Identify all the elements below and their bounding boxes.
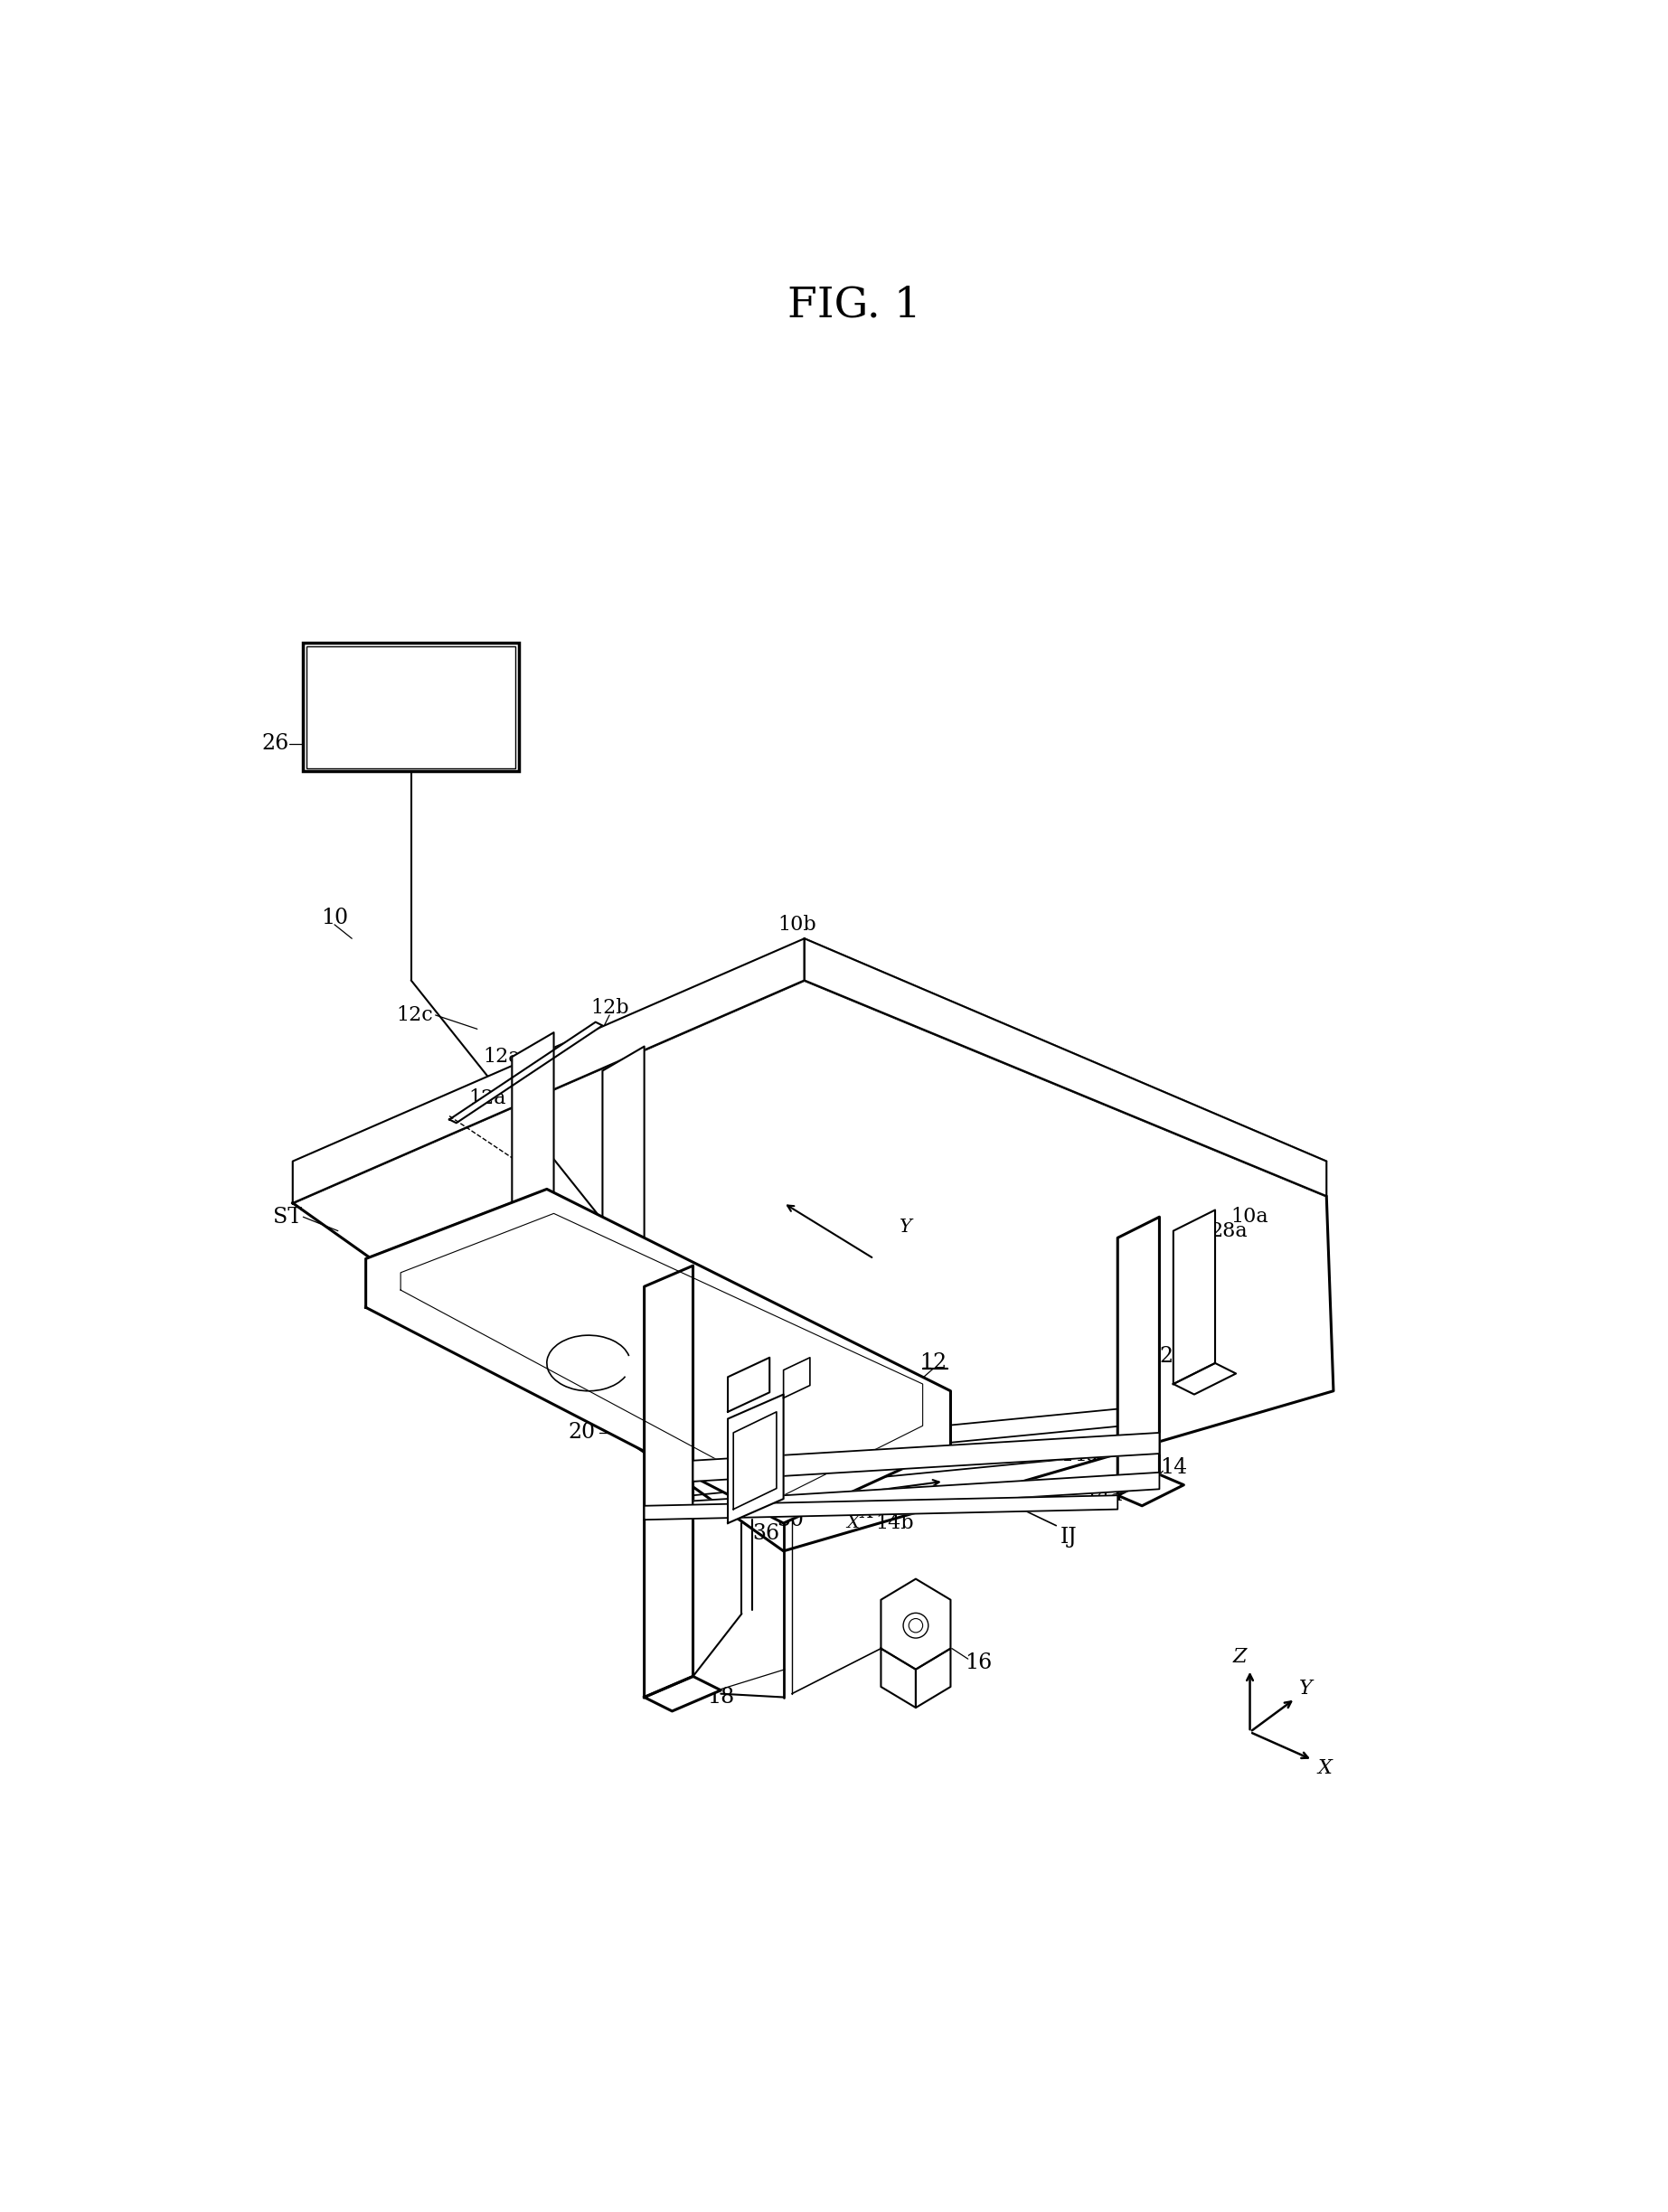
Text: 24: 24: [567, 1345, 595, 1367]
Text: X: X: [847, 1515, 859, 1531]
Circle shape: [904, 1613, 929, 1639]
Text: 10a: 10a: [1231, 1208, 1269, 1228]
Text: FIG. 1: FIG. 1: [787, 285, 921, 325]
Text: 16: 16: [964, 1652, 992, 1672]
Text: 20: 20: [569, 1422, 595, 1442]
Polygon shape: [400, 1214, 922, 1495]
Polygon shape: [1173, 1210, 1214, 1385]
Text: 12: 12: [919, 1354, 947, 1374]
Text: ST: ST: [274, 1206, 302, 1228]
Polygon shape: [804, 938, 1326, 1197]
Text: 28b: 28b: [1159, 1345, 1201, 1367]
Text: 14a: 14a: [1061, 1444, 1098, 1464]
Text: Z: Z: [801, 1418, 812, 1433]
Text: 28a: 28a: [1211, 1221, 1248, 1241]
Polygon shape: [512, 1033, 554, 1265]
Text: 12a: 12a: [469, 1088, 507, 1108]
Text: Y: Y: [899, 1219, 911, 1237]
Text: 32: 32: [812, 1374, 839, 1394]
Text: $\theta_z$: $\theta_z$: [617, 1318, 637, 1338]
Text: 34: 34: [812, 1354, 839, 1374]
Polygon shape: [1118, 1217, 1159, 1495]
Bar: [307, 646, 515, 768]
Text: 26: 26: [262, 732, 289, 754]
Polygon shape: [602, 1046, 644, 1272]
Text: CONTROL: CONTROL: [347, 681, 475, 701]
Text: 30: 30: [777, 1509, 804, 1531]
Text: $\alpha$: $\alpha$: [721, 1431, 734, 1449]
Polygon shape: [692, 1433, 1159, 1482]
Polygon shape: [881, 1579, 951, 1670]
Text: 14b: 14b: [876, 1513, 914, 1533]
Text: 10: 10: [320, 907, 349, 929]
Text: 12a: 12a: [482, 1046, 520, 1066]
Text: 22: 22: [567, 1387, 595, 1409]
Polygon shape: [449, 1022, 602, 1124]
Polygon shape: [644, 1677, 721, 1712]
Polygon shape: [1118, 1475, 1184, 1506]
Text: Z: Z: [1233, 1648, 1246, 1668]
Polygon shape: [727, 1358, 769, 1411]
Polygon shape: [644, 1495, 1118, 1520]
Text: 18: 18: [707, 1688, 734, 1708]
Text: X: X: [1318, 1759, 1333, 1778]
Polygon shape: [916, 1648, 951, 1708]
Text: 28a: 28a: [535, 1290, 572, 1310]
Polygon shape: [292, 938, 804, 1203]
Polygon shape: [727, 1394, 784, 1524]
Text: X: X: [861, 1504, 874, 1522]
Polygon shape: [881, 1648, 916, 1708]
Text: P: P: [422, 1270, 435, 1290]
Text: $\beta$: $\beta$: [706, 1429, 719, 1451]
Text: Y: Y: [1299, 1679, 1313, 1699]
Polygon shape: [644, 1265, 692, 1697]
Text: 14: 14: [1159, 1458, 1188, 1478]
Text: 36: 36: [752, 1524, 779, 1544]
Polygon shape: [365, 1190, 951, 1524]
Text: 10b: 10b: [777, 914, 817, 933]
Text: 12c: 12c: [395, 1004, 434, 1024]
Polygon shape: [292, 980, 1333, 1551]
Polygon shape: [1173, 1363, 1236, 1394]
Text: $\gamma$: $\gamma$: [714, 1460, 727, 1475]
Text: DEVICE: DEVICE: [360, 708, 460, 730]
Text: 21: 21: [797, 1360, 826, 1380]
Polygon shape: [692, 1473, 1159, 1517]
Text: 12b: 12b: [590, 998, 629, 1018]
Text: IJ: IJ: [1061, 1526, 1078, 1548]
Bar: [304, 644, 519, 772]
Text: 14a: 14a: [1084, 1486, 1123, 1506]
Polygon shape: [734, 1411, 777, 1509]
Polygon shape: [784, 1358, 811, 1398]
